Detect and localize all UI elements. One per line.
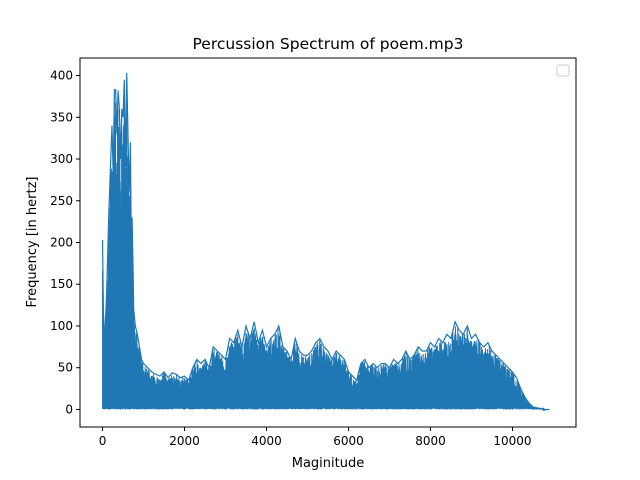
series-layer [101, 73, 550, 412]
x-tick-label: 4000 [251, 434, 282, 448]
y-tick-label: 300 [50, 152, 73, 166]
x-tick-label: 10000 [493, 434, 531, 448]
x-axis-ticks: 0 2000 4000 6000 8000 10000 [99, 427, 532, 448]
chart-title: Percussion Spectrum of poem.mp3 [193, 35, 464, 53]
x-tick-label: 2000 [169, 434, 200, 448]
x-tick-label: 0 [99, 434, 107, 448]
x-tick-label: 6000 [333, 434, 364, 448]
y-tick-label: 400 [50, 69, 73, 83]
x-tick-label: 8000 [415, 434, 446, 448]
y-axis-title: Frequency [in hertz] [25, 177, 40, 308]
y-axis-ticks: 0 50 100 150 200 250 300 350 400 [50, 69, 80, 416]
y-tick-label: 200 [50, 236, 73, 250]
x-axis-title: Maginitude [292, 456, 364, 471]
legend-box [556, 64, 570, 77]
y-tick-label: 250 [50, 194, 73, 208]
series-envelope [101, 73, 550, 411]
y-tick-label: 350 [50, 110, 73, 124]
y-tick-label: 100 [50, 319, 73, 333]
y-tick-label: 150 [50, 277, 73, 291]
y-tick-label: 0 [65, 402, 73, 416]
y-tick-label: 50 [58, 361, 73, 375]
